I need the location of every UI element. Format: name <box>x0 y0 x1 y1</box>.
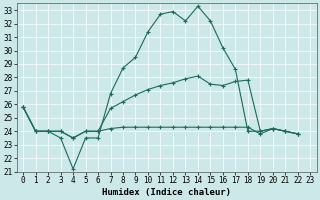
X-axis label: Humidex (Indice chaleur): Humidex (Indice chaleur) <box>102 188 231 197</box>
